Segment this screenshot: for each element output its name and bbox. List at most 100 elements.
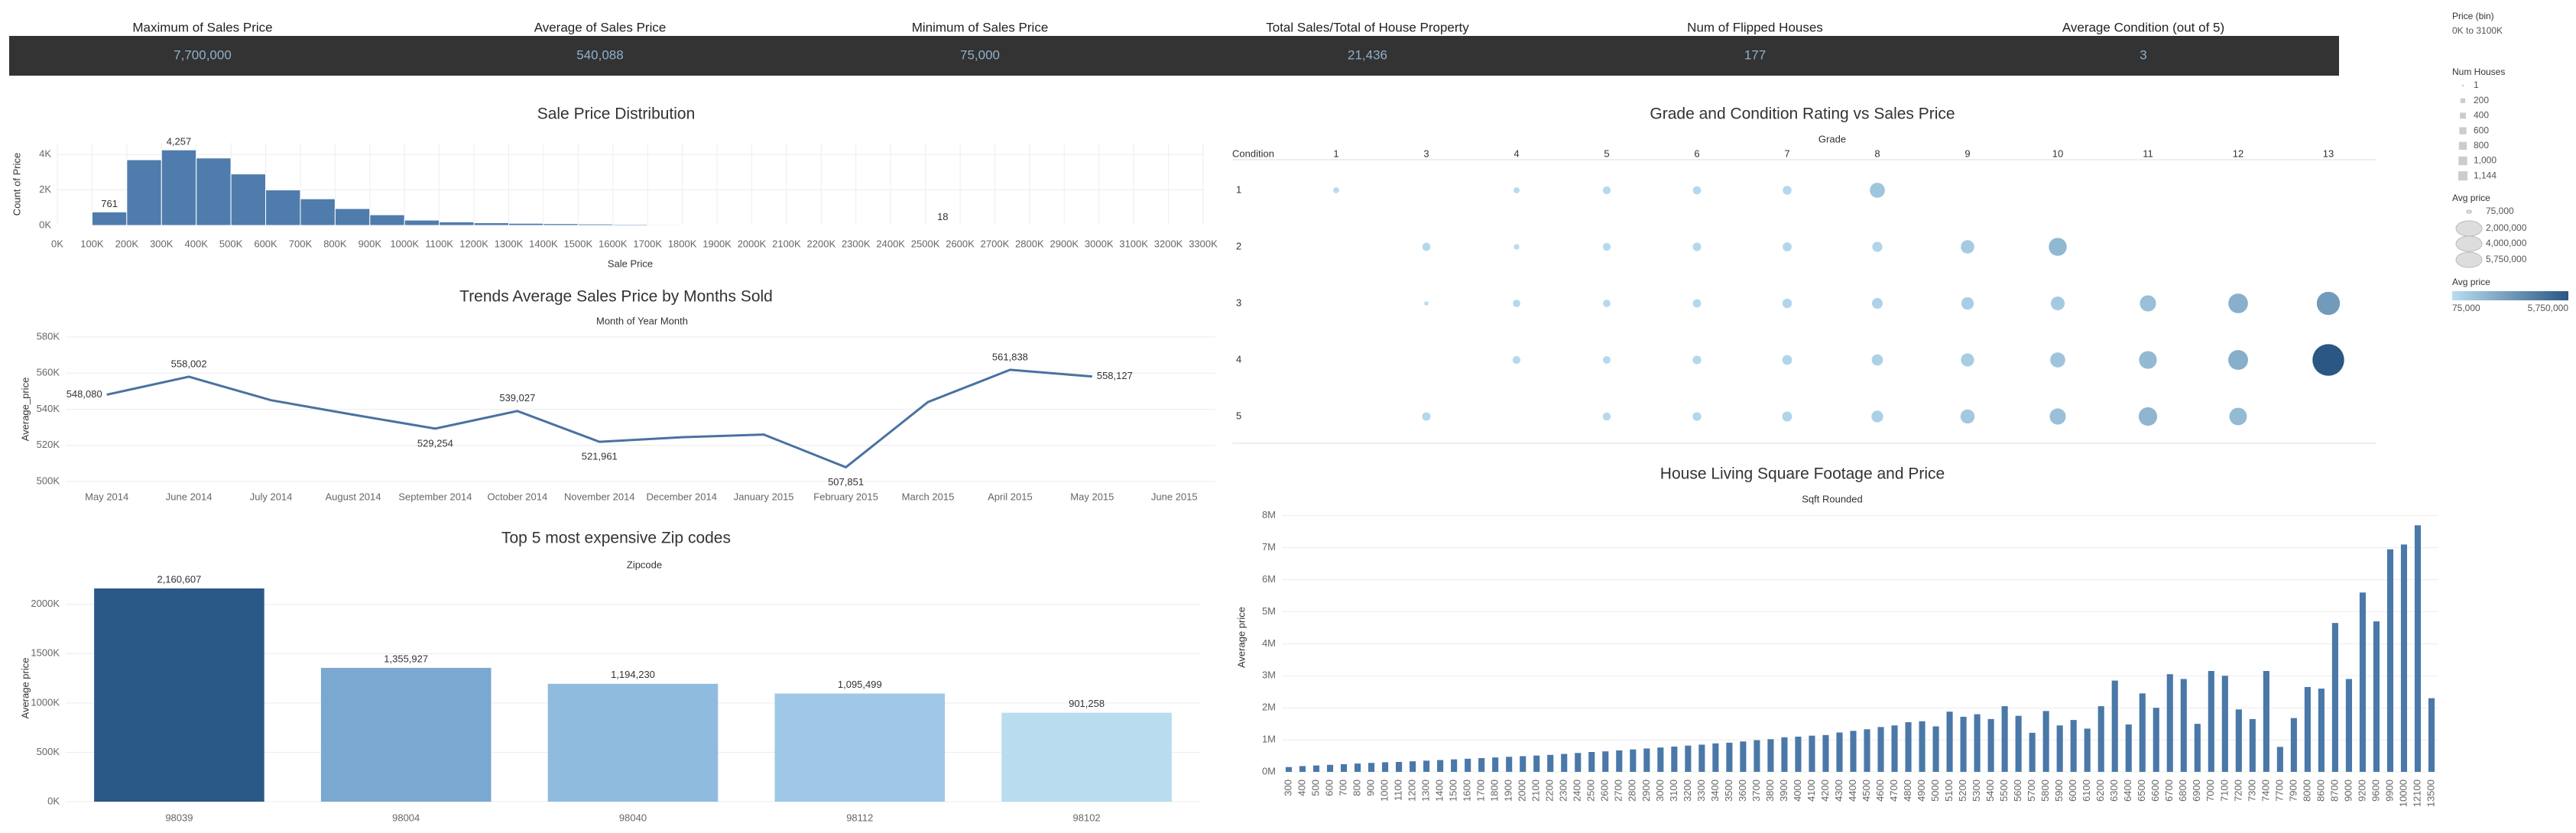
legend-bubble (2455, 251, 2483, 268)
bubble (2050, 296, 2065, 311)
bubble (1781, 410, 1793, 423)
kpi-label: Minimum of Sales Price (912, 20, 1049, 34)
bar (2070, 720, 2077, 772)
bar (1588, 752, 1595, 772)
bar (2428, 698, 2435, 772)
bar (2042, 711, 2049, 772)
bubble (2049, 407, 2067, 426)
legend-label: 1,000 (2474, 155, 2497, 166)
bubble (1871, 297, 1883, 310)
histogram-bar (161, 149, 197, 226)
x-tick-label: 2400 (1572, 780, 1583, 802)
legend-bubble (2455, 220, 2483, 237)
x-tick-label: 2600 (1599, 780, 1611, 802)
x-tick-label: 1500 (1448, 780, 1459, 802)
x-tick-label: 2600K (946, 238, 975, 249)
legend-swatch (2458, 171, 2467, 181)
bar (2029, 732, 2036, 772)
legend-swatch (2458, 156, 2467, 166)
kpi-label: Num of Flipped Houses (1687, 20, 1823, 34)
filter-value: 0K to 3100K (2452, 25, 2503, 36)
bar (1326, 764, 1334, 772)
x-tick-label: 9200 (2356, 780, 2367, 802)
bar (1396, 762, 1403, 772)
bubble (2048, 237, 2068, 257)
x-tick-label: 1700K (633, 238, 662, 249)
y-tick-label: 8M (1262, 509, 1276, 520)
histogram-bar (126, 159, 162, 226)
histogram-bar (508, 222, 544, 226)
bar (1809, 735, 1815, 772)
bar (1001, 712, 1172, 802)
y-axis-label: Average price (1235, 607, 1247, 668)
bar (1657, 747, 1664, 772)
kpi-label: Average Condition (out of 5) (2062, 20, 2224, 34)
y-tick-label: 1500K (31, 647, 60, 659)
legend-swatch (2459, 127, 2467, 135)
y-tick-label: 2K (39, 183, 51, 195)
x-tick-label: May 2015 (1070, 491, 1114, 502)
x-tick-label: 800K (323, 238, 347, 249)
bar (2194, 724, 2201, 772)
y-tick-label: 4K (39, 148, 51, 160)
x-tick-label: 2200K (807, 238, 836, 249)
x-tick-label: 6800 (2177, 780, 2188, 802)
bubble (1871, 241, 1883, 253)
x-tick-label: 13500 (2425, 780, 2436, 807)
x-tick-label: 900 (1365, 780, 1377, 796)
bubble (1960, 239, 1975, 254)
legend-label: 200 (2474, 95, 2489, 105)
data-label: 18 (937, 211, 948, 222)
bar (1822, 734, 1829, 772)
y-tick-label: 0K (47, 795, 60, 806)
x-tick-label: 4600 (1874, 780, 1886, 802)
bubble (1692, 186, 1702, 195)
bubble (2316, 291, 2341, 316)
x-tick-label: 1500K (564, 238, 593, 249)
column-label: 9 (1964, 147, 1970, 159)
bubble (1870, 410, 1884, 423)
column-label: 13 (2323, 147, 2334, 159)
legend-label: 2,000,000 (2486, 222, 2527, 233)
bubble (1602, 186, 1611, 195)
kpi-label: Maximum of Sales Price (132, 20, 272, 34)
x-tick-label: 6900 (2191, 780, 2202, 802)
x-tick-label: 3900 (1778, 780, 1789, 802)
bubble (1869, 182, 1886, 199)
x-tick-label: 7700 (2273, 780, 2285, 802)
x-tick-label: 8700 (2328, 780, 2340, 802)
x-tick-label: 9000 (2342, 780, 2354, 802)
line (106, 368, 1092, 469)
bar (2345, 679, 2352, 772)
histogram-bar (91, 211, 128, 226)
data-label: 561,838 (992, 351, 1028, 362)
bubble (1782, 298, 1792, 309)
x-tick-label: April 2015 (988, 491, 1033, 502)
y-tick-label: 2000K (31, 598, 60, 609)
x-tick-label: 3600 (1737, 780, 1748, 802)
x-tick-label: 5900 (2053, 780, 2065, 802)
x-tick-label: 2700 (1613, 780, 1624, 802)
x-tick-label: 4300 (1833, 780, 1844, 802)
x-tick-label: 3200K (1154, 238, 1183, 249)
y-tick-label: 540K (37, 403, 60, 414)
y-tick-label: 520K (37, 439, 60, 450)
y-axis-label: Average_price (19, 378, 31, 442)
y-tick-label: 3M (1262, 669, 1276, 681)
bar (2318, 689, 2325, 772)
y-tick-label: 1M (1262, 734, 1276, 745)
bar (1836, 732, 1843, 772)
legend-swatch (2460, 112, 2466, 119)
kpi-value: 540,088 (576, 47, 623, 62)
bubble (1602, 355, 1611, 365)
row-label: 2 (1236, 240, 1241, 251)
x-tick-label: June 2014 (166, 491, 213, 502)
legend-label: 1,144 (2474, 170, 2497, 180)
x-tick-label: 2700K (981, 238, 1010, 249)
x-tick-label: 1800K (668, 238, 697, 249)
bar (1891, 725, 1898, 772)
bar (2180, 679, 2187, 772)
x-tick-label: 5000 (1929, 780, 1941, 802)
x-tick-label: 6100 (2081, 780, 2092, 802)
x-tick-label: 6400 (2122, 780, 2133, 802)
